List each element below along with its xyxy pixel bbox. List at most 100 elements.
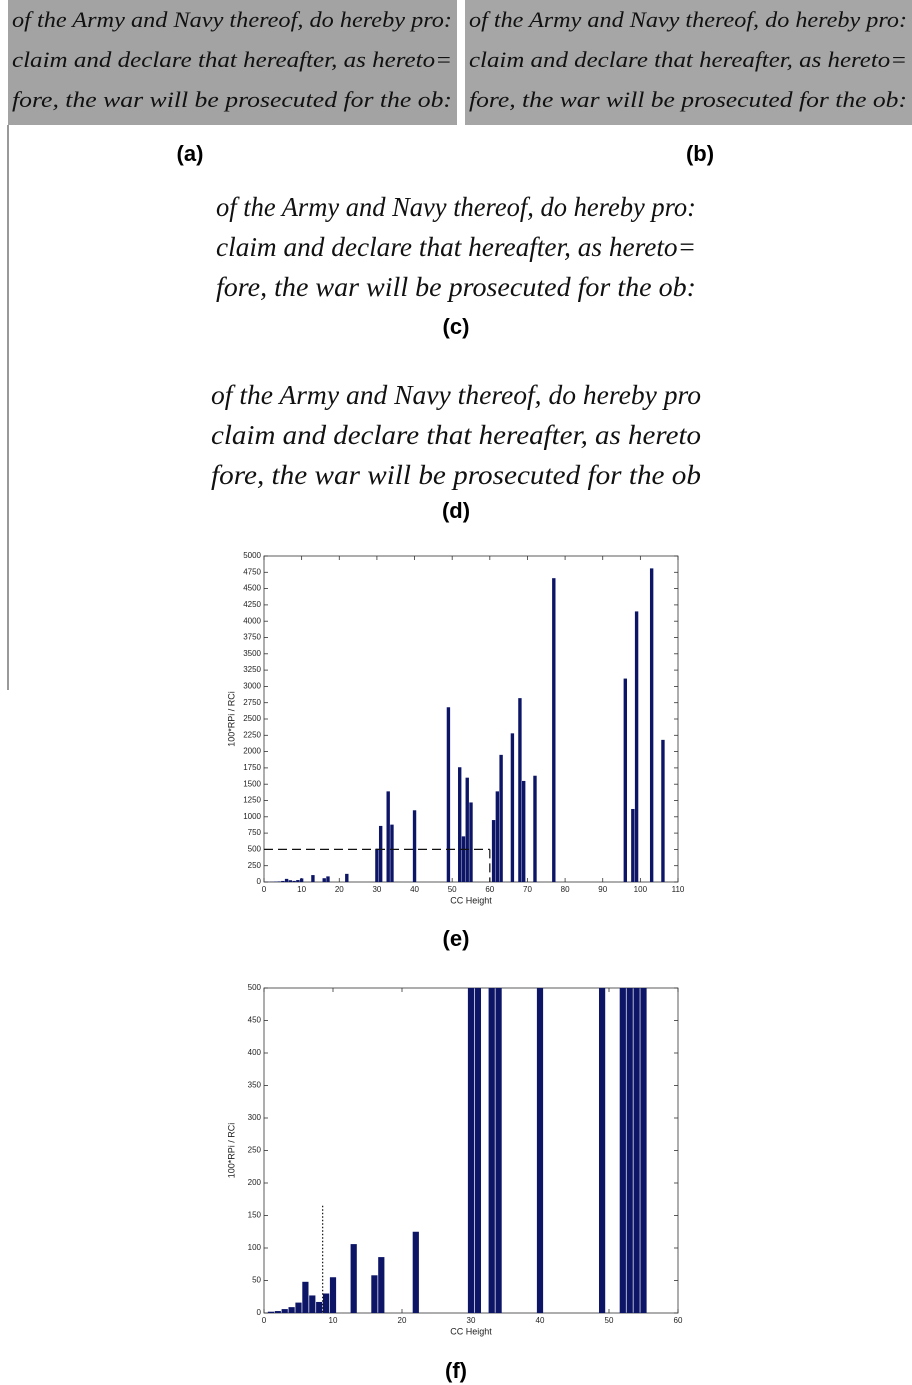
x-tick-label: 60 [674, 1316, 683, 1325]
bar [467, 988, 475, 1313]
bar [386, 791, 390, 882]
y-tick-label: 0 [257, 877, 262, 886]
bar [390, 824, 394, 882]
handwriting-line: of the Army and Navy thereof, do hereby … [211, 380, 701, 410]
x-tick-label: 40 [536, 1316, 545, 1325]
handwriting-line: fore, the war will be prosecuted for the… [211, 460, 701, 490]
x-tick-label: 90 [598, 885, 607, 894]
x-tick-label: 80 [561, 885, 570, 894]
bar [619, 988, 626, 1313]
bar [495, 791, 500, 882]
y-tick-label: 4500 [243, 584, 261, 593]
y-tick-label: 3000 [243, 682, 261, 691]
handwriting-line: fore, the war will be prosecuted for the… [216, 272, 696, 302]
bar [552, 578, 556, 882]
x-tick-label: 30 [372, 885, 381, 894]
bar [488, 988, 495, 1313]
x-tick-label: 50 [605, 1316, 614, 1325]
bar [311, 875, 315, 882]
plot-area [263, 555, 679, 883]
y-tick-label: 400 [248, 1048, 262, 1057]
y-tick-label: 2250 [243, 730, 261, 739]
bar [378, 1257, 385, 1313]
bar [281, 1309, 288, 1313]
y-tick-label: 2500 [243, 714, 261, 723]
bar [284, 878, 289, 882]
handwriting-line: of the Army and Navy thereof, do hereby … [12, 7, 452, 32]
bar [274, 1311, 281, 1313]
bar [412, 810, 417, 882]
bar [499, 754, 503, 882]
bar [378, 825, 383, 882]
bar [598, 988, 606, 1313]
bar [495, 988, 502, 1313]
x-axis-label: CC Height [450, 895, 492, 905]
bars [267, 988, 647, 1313]
image-b-background [465, 0, 912, 125]
bar [267, 1311, 275, 1313]
bar [277, 881, 281, 882]
y-tick-label: 350 [248, 1081, 262, 1090]
y-tick-label: 2000 [243, 747, 261, 756]
y-tick-label: 4750 [243, 567, 261, 576]
y-tick-label: 300 [248, 1113, 262, 1122]
y-tick-label: 100 [248, 1243, 262, 1252]
y-tick-label: 50 [252, 1276, 261, 1285]
x-tick-label: 0 [262, 885, 267, 894]
y-tick-label: 5000 [243, 551, 261, 560]
bar [288, 1307, 295, 1313]
bar [510, 733, 515, 882]
bar [412, 1231, 419, 1313]
y-tick-label: 500 [248, 845, 262, 854]
bar [302, 1281, 309, 1313]
bar [292, 880, 296, 882]
panel-label: (d) [442, 498, 470, 523]
bar [322, 1293, 330, 1313]
y-tick-label: 500 [248, 983, 262, 992]
x-tick-label: 10 [329, 1316, 338, 1325]
y-tick-label: 4000 [243, 616, 261, 625]
x-tick-label: 100 [634, 885, 648, 894]
y-tick-label: 200 [248, 1178, 262, 1187]
y-tick-label: 450 [248, 1016, 262, 1025]
bar [633, 988, 640, 1313]
panel-label: (a) [177, 141, 204, 166]
bar [491, 820, 496, 882]
y-tick-label: 150 [248, 1211, 262, 1220]
y-tick-label: 1750 [243, 763, 261, 772]
bar [634, 611, 639, 882]
y-tick-label: 2750 [243, 698, 261, 707]
x-tick-label: 0 [262, 1316, 267, 1325]
bar [309, 1295, 316, 1313]
y-tick-label: 1500 [243, 779, 261, 788]
y-tick-label: 4250 [243, 600, 261, 609]
x-tick-label: 10 [297, 885, 306, 894]
bar [446, 707, 451, 882]
bar [281, 880, 285, 882]
bar [299, 878, 304, 882]
y-tick-label: 750 [248, 828, 262, 837]
y-tick-label: 1000 [243, 812, 261, 821]
panel-label: (e) [443, 926, 470, 951]
bar [316, 1301, 323, 1313]
image-a-background [8, 0, 457, 125]
bar [631, 808, 635, 882]
y-tick-label: 3250 [243, 665, 261, 674]
bar [288, 880, 293, 882]
bar [296, 880, 300, 882]
bar [326, 876, 330, 882]
x-tick-label: 20 [398, 1316, 407, 1325]
handwriting-line: fore, the war will be prosecuted for the… [469, 87, 907, 112]
panel-label: (f) [445, 1358, 467, 1383]
bar [640, 988, 647, 1313]
bar [626, 988, 633, 1313]
handwriting-line: claim and declare that hereafter, as her… [216, 232, 696, 262]
bar [458, 767, 462, 882]
bar [661, 739, 665, 882]
bar [371, 1275, 378, 1313]
x-tick-label: 60 [485, 885, 494, 894]
x-tick-label: 70 [523, 885, 532, 894]
bar [649, 568, 654, 882]
bar [345, 873, 349, 882]
